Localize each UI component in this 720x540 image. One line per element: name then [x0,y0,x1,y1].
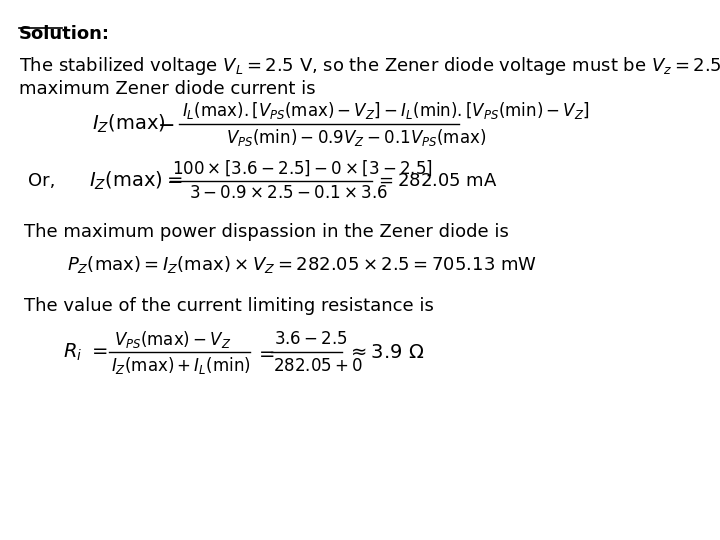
Text: $3.6 - 2.5$: $3.6 - 2.5$ [274,330,348,348]
Text: $V_{PS}(\mathrm{min}) - 0.9V_Z - 0.1V_{PS}(\mathrm{max})$: $V_{PS}(\mathrm{min}) - 0.9V_Z - 0.1V_{P… [225,126,486,147]
Text: The stabilized voltage $V_L = 2.5$ V, so the Zener diode voltage must be $V_z = : The stabilized voltage $V_L = 2.5$ V, so… [19,55,720,77]
Text: $100\times[3.6-2.5] - 0\times[3-2.5]$: $100\times[3.6-2.5] - 0\times[3-2.5]$ [172,158,433,178]
Text: $I_Z(\mathrm{max}) =$: $I_Z(\mathrm{max}) =$ [89,170,183,192]
Text: Solution:: Solution: [19,25,109,43]
Text: $\approx 3.9\ \Omega$: $\approx 3.9\ \Omega$ [347,343,425,362]
Text: $I_Z(\mathrm{max})$: $I_Z(\mathrm{max})$ [91,113,166,135]
Text: $3 - 0.9\times2.5 - 0.1\times3.6$: $3 - 0.9\times2.5 - 0.1\times3.6$ [189,184,388,202]
Text: The value of the current limiting resistance is: The value of the current limiting resist… [24,297,433,315]
Text: $I_L(\mathrm{max}).[V_{PS}(\mathrm{max}) - V_Z] - I_L(\mathrm{min}).[V_{PS}(\mat: $I_L(\mathrm{max}).[V_{PS}(\mathrm{max})… [181,100,590,121]
Text: $V_{PS}(\mathrm{max}) - V_Z$: $V_{PS}(\mathrm{max}) - V_Z$ [114,329,231,349]
Text: Or,: Or, [29,172,56,190]
Text: $R_i\ =$: $R_i\ =$ [63,342,107,363]
Text: $I_Z(\mathrm{max}) + I_L(\mathrm{min})$: $I_Z(\mathrm{max}) + I_L(\mathrm{min})$ [111,355,251,376]
Text: $P_Z(\mathrm{max}) = I_Z(\mathrm{max}) \times V_Z = 282.05 \times 2.5 = 705.13\ : $P_Z(\mathrm{max}) = I_Z(\mathrm{max}) \… [68,254,537,275]
Text: $282.05 + 0$: $282.05 + 0$ [273,357,363,375]
Text: $= 282.05\ \mathrm{mA}$: $= 282.05\ \mathrm{mA}$ [375,172,498,190]
Text: maximum Zener diode current is: maximum Zener diode current is [19,80,315,98]
Text: The maximum power dispassion in the Zener diode is: The maximum power dispassion in the Zene… [24,222,508,241]
Text: $-$: $-$ [158,114,175,134]
Text: $=$: $=$ [255,343,275,362]
